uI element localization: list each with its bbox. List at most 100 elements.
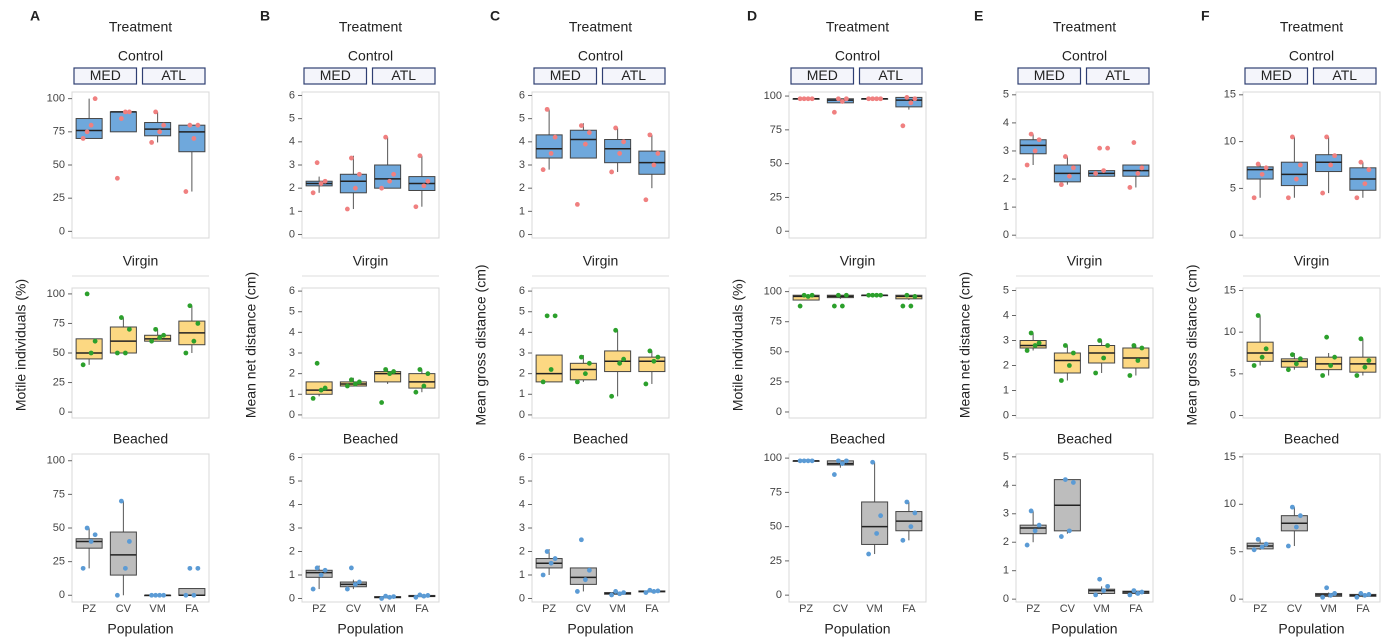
data-point bbox=[84, 291, 90, 297]
x-tick-label: PZ bbox=[312, 603, 326, 615]
y-tick-label: 3 bbox=[289, 159, 295, 171]
data-point bbox=[1362, 181, 1368, 187]
data-point bbox=[421, 383, 427, 389]
box bbox=[861, 501, 889, 545]
x-axis-label: Population bbox=[1278, 621, 1344, 637]
data-point bbox=[835, 292, 841, 298]
group-label: ATL bbox=[391, 67, 416, 83]
y-tick-label: 1 bbox=[1003, 384, 1009, 396]
data-point bbox=[310, 190, 316, 196]
data-point bbox=[1135, 171, 1141, 176]
group-strip bbox=[1244, 67, 1309, 85]
data-point bbox=[655, 354, 661, 360]
x-tick-label: PZ bbox=[1253, 603, 1267, 615]
box bbox=[75, 338, 103, 360]
box bbox=[535, 134, 563, 159]
box bbox=[569, 362, 597, 381]
plot-area bbox=[1242, 91, 1381, 239]
data-point bbox=[183, 350, 189, 356]
y-tick-label: 3 bbox=[1003, 145, 1009, 157]
data-point bbox=[1251, 363, 1257, 368]
data-point bbox=[540, 379, 546, 385]
data-point bbox=[621, 356, 627, 362]
data-point bbox=[1062, 343, 1068, 348]
data-point bbox=[1293, 361, 1299, 367]
data-point bbox=[1070, 350, 1076, 356]
y-tick-label: 6 bbox=[289, 285, 295, 297]
y-tick-label: 75 bbox=[770, 124, 782, 136]
y-tick-label: 1 bbox=[289, 569, 295, 581]
y-tick-label: 0 bbox=[519, 592, 525, 604]
data-point bbox=[839, 99, 845, 104]
group-label: ATL bbox=[161, 67, 186, 83]
data-point bbox=[843, 96, 849, 102]
facet-title: Beached bbox=[1057, 431, 1112, 447]
y-tick-label: 10 bbox=[1224, 136, 1236, 148]
data-point bbox=[84, 525, 90, 531]
data-point bbox=[187, 122, 193, 128]
y-tick-label: 100 bbox=[47, 288, 65, 300]
y-tick-label: 50 bbox=[53, 347, 65, 359]
y-tick-label: 100 bbox=[764, 90, 782, 102]
data-point bbox=[1062, 477, 1068, 483]
data-point bbox=[1263, 541, 1269, 547]
data-point bbox=[413, 594, 419, 600]
group-label: MED bbox=[807, 67, 838, 83]
data-point bbox=[586, 360, 592, 366]
group-label: MED bbox=[550, 67, 581, 83]
data-point bbox=[1127, 185, 1133, 190]
data-point bbox=[1293, 524, 1299, 530]
y-tick-label: 2 bbox=[519, 545, 525, 557]
y-tick-label: 0 bbox=[289, 592, 295, 604]
data-point bbox=[904, 499, 910, 505]
data-point bbox=[1332, 591, 1338, 596]
data-point bbox=[574, 201, 580, 207]
y-tick-label: 75 bbox=[53, 317, 65, 329]
data-point bbox=[1093, 370, 1099, 376]
data-point bbox=[839, 461, 845, 466]
panel-title: Treatment bbox=[826, 19, 889, 35]
data-point bbox=[387, 594, 393, 600]
data-point bbox=[866, 96, 872, 102]
data-point bbox=[1105, 145, 1111, 151]
data-point bbox=[149, 592, 155, 598]
data-point bbox=[88, 122, 94, 128]
y-tick-label: 1 bbox=[1003, 201, 1009, 213]
y-tick-label: 3 bbox=[1003, 508, 1009, 520]
data-point bbox=[1024, 348, 1030, 353]
box bbox=[1019, 524, 1047, 535]
group-strip bbox=[533, 67, 598, 85]
group-label: ATL bbox=[1332, 67, 1357, 83]
data-point bbox=[1354, 594, 1360, 600]
y-tick-label: 0 bbox=[519, 228, 525, 240]
y-tick-label: 100 bbox=[47, 455, 65, 467]
y-tick-label: 3 bbox=[519, 522, 525, 534]
y-tick-label: 2 bbox=[519, 368, 525, 380]
facet-title: Virgin bbox=[353, 253, 389, 269]
data-point bbox=[1259, 354, 1265, 360]
data-point bbox=[613, 327, 619, 333]
plot-area bbox=[788, 91, 927, 239]
data-point bbox=[126, 326, 132, 332]
y-tick-label: 75 bbox=[53, 126, 65, 138]
x-tick-label: VM bbox=[379, 603, 396, 615]
data-point bbox=[383, 134, 389, 140]
data-point bbox=[1028, 508, 1034, 514]
data-point bbox=[1259, 171, 1265, 177]
data-point bbox=[195, 565, 201, 571]
y-tick-label: 3 bbox=[289, 522, 295, 534]
facet-title: Virgin bbox=[840, 253, 876, 269]
data-point bbox=[839, 303, 845, 309]
box bbox=[408, 373, 436, 389]
box bbox=[1053, 352, 1081, 374]
group-label: ATL bbox=[621, 67, 646, 83]
data-point bbox=[1324, 134, 1330, 140]
group-strip bbox=[1085, 67, 1150, 85]
data-point bbox=[1255, 536, 1261, 542]
data-point bbox=[114, 175, 120, 181]
data-point bbox=[843, 458, 849, 464]
data-point bbox=[425, 178, 431, 184]
y-tick-label: 1 bbox=[289, 388, 295, 400]
data-point bbox=[356, 579, 362, 585]
x-tick-label: FA bbox=[645, 603, 659, 615]
